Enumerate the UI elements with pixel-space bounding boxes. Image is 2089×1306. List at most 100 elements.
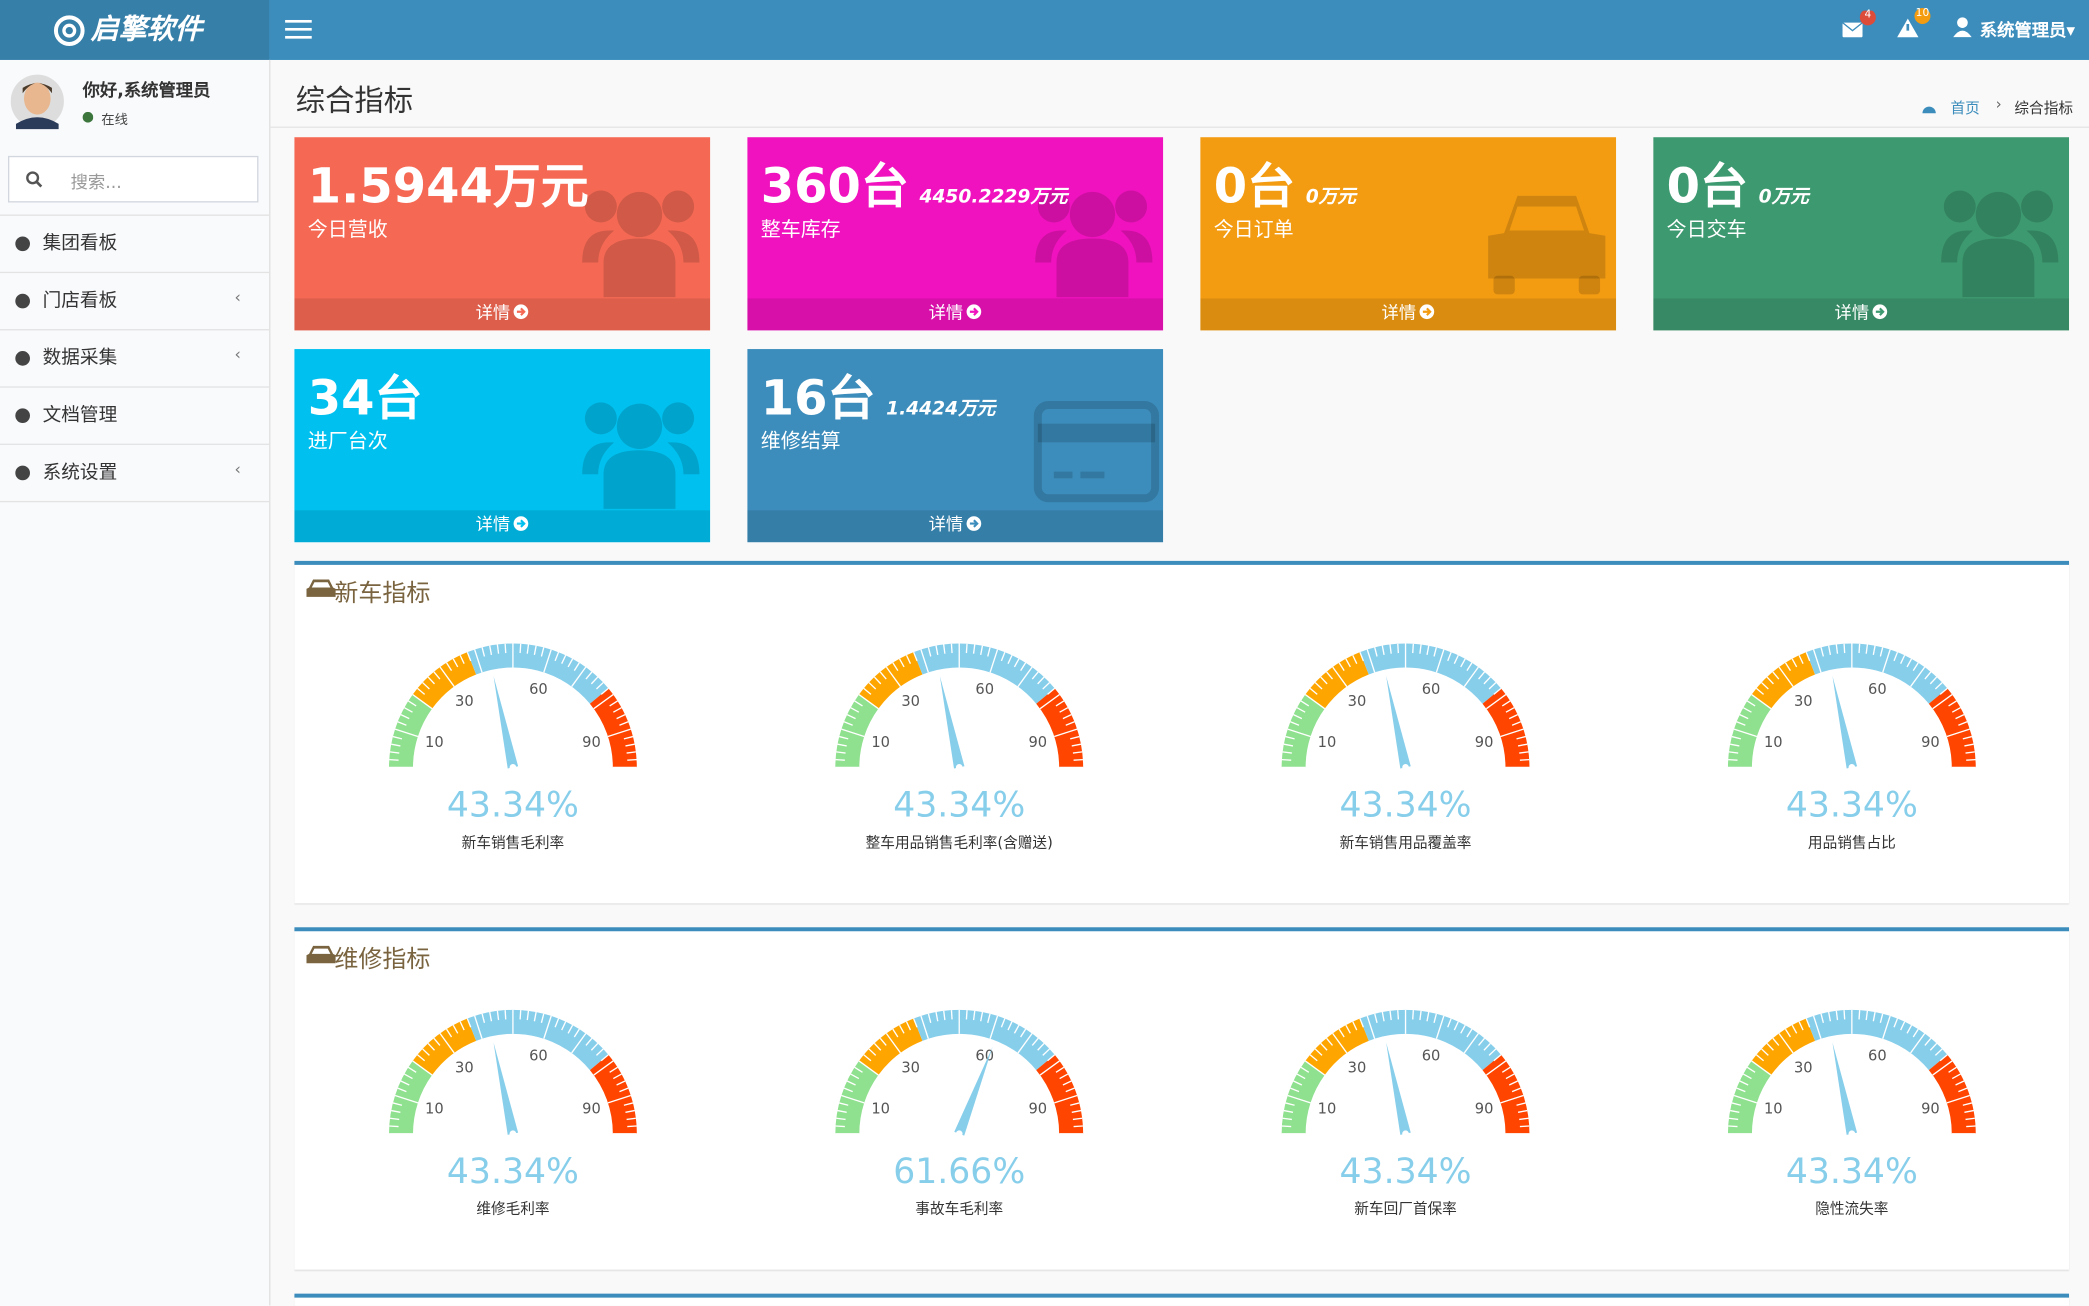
gauge-tick-label: 60 — [529, 1048, 548, 1065]
info-box-footer[interactable]: 详情 — [1200, 298, 1617, 331]
search-placeholder: 搜索... — [70, 173, 122, 194]
gauge-minor-tick — [1381, 645, 1385, 655]
gauge-minor-tick — [600, 687, 609, 695]
info-box-footer[interactable]: 详情 — [294, 298, 711, 331]
icon-part — [582, 230, 700, 298]
gauge-minor-tick — [879, 1037, 887, 1046]
section-icon — [306, 945, 336, 964]
gauge-minor-tick — [839, 1102, 849, 1106]
breadcrumb-home[interactable]: 首页 — [1950, 99, 1980, 118]
gauge-minor-tick — [1389, 1010, 1392, 1021]
gauge-minor-tick — [433, 671, 441, 680]
info-box-label: 今日交车 — [1666, 217, 1747, 242]
menu-icon-shape — [15, 351, 30, 366]
menu-item[interactable]: 文档管理 — [0, 388, 270, 445]
user-icon — [1953, 17, 1972, 38]
panel: 维修指标 10 30 60 90 43.34% 维修毛利率 10 30 60 90 61.66% 事故车… — [294, 927, 2070, 1270]
user-menu[interactable]: 系统管理员▾ — [1979, 21, 2076, 42]
gauge-minor-tick — [1500, 1094, 1524, 1104]
gauge-minor-tick — [843, 721, 853, 726]
gauge-minor-tick — [412, 1060, 433, 1076]
search-box[interactable]: 搜索... — [7, 155, 259, 203]
gauge-minor-tick — [1835, 1010, 1839, 1021]
info-box-icon — [1033, 401, 1160, 503]
more-icon — [966, 516, 982, 531]
more-link[interactable]: 详情 — [1381, 303, 1417, 324]
info-box-label: 今日订单 — [1213, 217, 1294, 242]
more-link[interactable]: 详情 — [475, 515, 511, 536]
gauge-minor-tick — [1374, 647, 1378, 657]
info-box-value: 1.5944万元 — [308, 148, 589, 217]
more-link[interactable]: 详情 — [928, 515, 964, 536]
info-box-footer[interactable]: 详情 — [747, 510, 1164, 543]
gauge-minor-tick — [1934, 682, 1943, 690]
gauge-minor-tick — [972, 1010, 976, 1021]
icon-part — [2021, 190, 2054, 223]
icon-part — [1943, 190, 1976, 223]
gauge-minor-tick — [892, 1028, 899, 1038]
gauge-minor-tick — [1314, 682, 1323, 690]
panel: 新车指标 10 30 60 90 43.34% 新车销售毛利率 10 30 60 90 43.34% 整… — [294, 560, 2070, 904]
more-icon — [513, 304, 529, 320]
gauge-minor-tick — [439, 666, 455, 687]
gauge-minor-tick — [526, 1010, 530, 1021]
gauge-minor-tick — [1827, 1011, 1832, 1022]
gauge-minor-tick — [1483, 1042, 1491, 1051]
search-icon — [26, 171, 43, 188]
gauge-minor-tick — [1736, 721, 1746, 726]
more-link[interactable]: 详情 — [1834, 303, 1870, 324]
gauge-minor-tick — [987, 1013, 991, 1023]
menu-item[interactable]: 集团看板 — [0, 216, 270, 274]
sidebar: 你好,系统管理员 在线 搜索... 集团看板 门店看板 ‹ 数据采集 ‹ 文档管理 系统设置… — [0, 59, 271, 1306]
gauge-needle — [1832, 676, 1858, 769]
gauge-minor-tick — [1055, 700, 1065, 707]
gauge-tick-label: 10 — [1764, 734, 1783, 751]
gauge-minor-tick — [965, 643, 968, 654]
gauge-minor-tick — [439, 1033, 455, 1054]
gauge-minor-tick — [1900, 1021, 1906, 1031]
gauge-minor-tick — [1433, 1013, 1438, 1023]
more-icon — [1872, 304, 1888, 320]
breadcrumb-separator: › — [1995, 95, 2002, 114]
messages-icon[interactable] — [1839, 10, 1879, 48]
gauge-minor-tick — [1965, 751, 1975, 754]
gauge-needle — [493, 676, 519, 769]
gauge-minor-tick — [1000, 1018, 1006, 1028]
gauge-minor-tick — [898, 1024, 905, 1034]
gauge-minor-tick — [1516, 735, 1526, 740]
menu-toggle[interactable] — [282, 16, 314, 43]
gauge-minor-tick — [1300, 1066, 1310, 1073]
gauge-minor-tick — [1939, 1054, 1948, 1062]
gauge-minor-tick — [1072, 751, 1083, 754]
more-link[interactable]: 详情 — [928, 303, 964, 324]
menu-item[interactable]: 数据采集 ‹ — [0, 330, 270, 388]
gauge-minor-tick — [858, 694, 879, 710]
logo: 启擎软件 — [0, 0, 270, 60]
info-box-footer[interactable]: 详情 — [1653, 298, 2070, 331]
gauge-minor-tick — [850, 1073, 860, 1080]
gauge-minor-tick — [391, 1109, 401, 1113]
gauge-name: 新车销售用品覆盖率 — [1340, 834, 1472, 851]
gauge-minor-tick — [1798, 654, 1804, 665]
menu-item[interactable]: 系统设置 ‹ — [0, 445, 270, 503]
gauge-minor-tick — [585, 671, 593, 680]
gauge-minor-tick — [1435, 1015, 1445, 1039]
icon-part — [582, 442, 700, 509]
content-header: 综合指标 首页 › 综合指标 — [269, 60, 2089, 128]
alerts-icon[interactable] — [1894, 7, 1934, 48]
gauge-minor-tick — [836, 1117, 846, 1121]
more-link[interactable]: 详情 — [475, 303, 511, 324]
info-box-footer[interactable]: 详情 — [747, 298, 1164, 331]
gauge-minor-tick — [972, 644, 976, 654]
gauge-minor-tick — [1766, 676, 1774, 685]
icon-part — [516, 307, 526, 316]
needle-pivot — [955, 1130, 963, 1138]
gauge-minor-tick — [445, 662, 453, 672]
gauge-minor-tick — [1906, 658, 1913, 668]
menu-label: 系统设置 — [42, 462, 118, 484]
gauge-minor-tick — [533, 1011, 537, 1022]
gauge-minor-tick — [389, 758, 399, 761]
icon-part — [662, 190, 695, 223]
menu-item[interactable]: 门店看板 ‹ — [0, 273, 270, 331]
info-box-footer[interactable]: 详情 — [294, 510, 711, 543]
